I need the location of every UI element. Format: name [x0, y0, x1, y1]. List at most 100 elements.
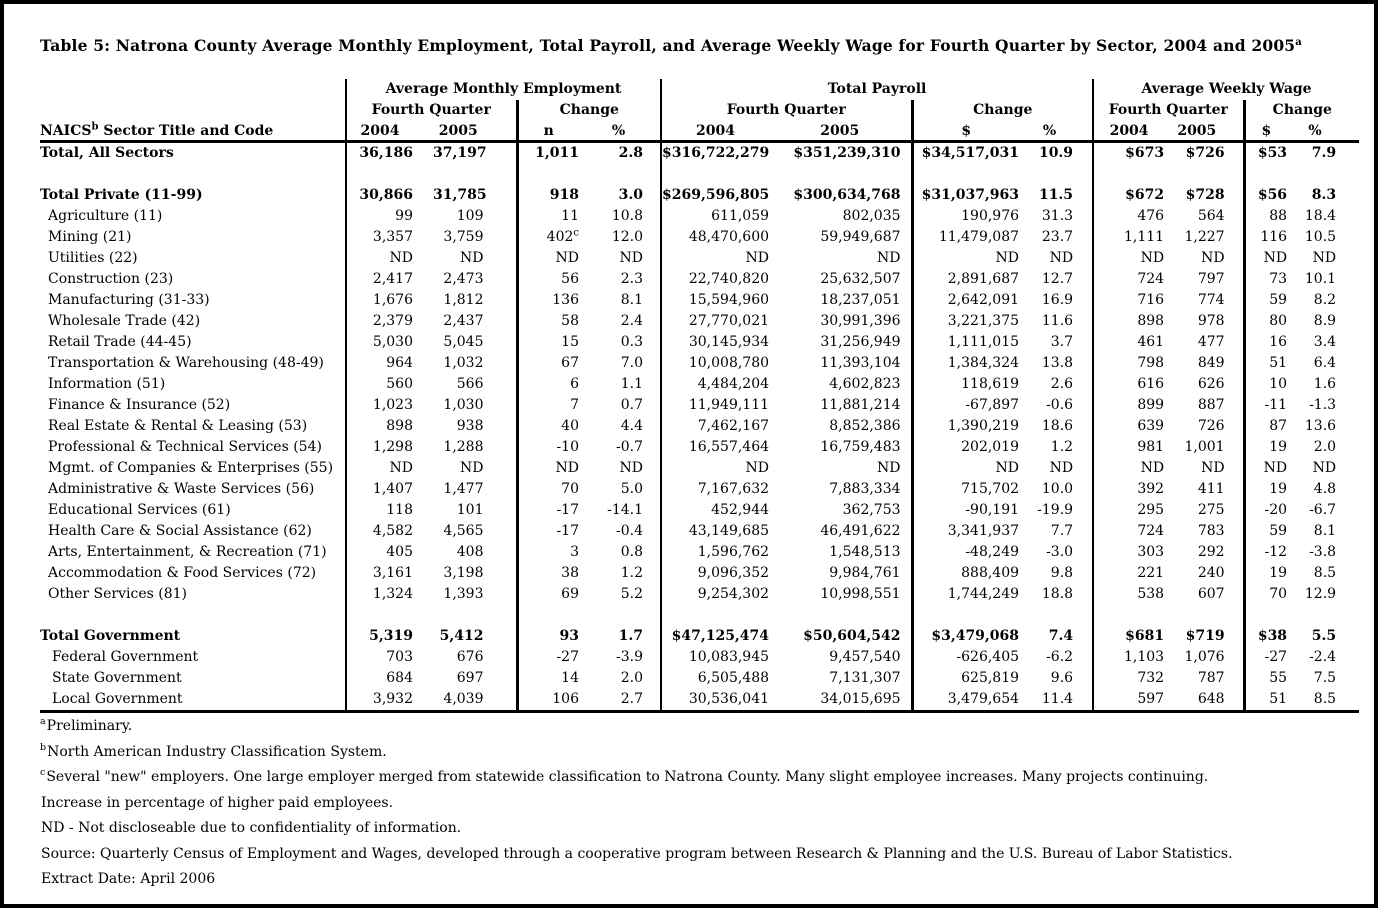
- cell: 1,548,513: [829, 544, 901, 560]
- row-label: Mgmt. of Companies & Enterprises (55): [48, 460, 334, 476]
- cell: 59: [1242, 290, 1295, 311]
- column-header: %: [1026, 121, 1094, 143]
- cell: ND: [515, 458, 594, 479]
- cell: 10.9: [1038, 145, 1074, 161]
- cell: ND: [1242, 458, 1295, 479]
- cell: 10.5: [1304, 229, 1337, 245]
- cell: [910, 164, 1027, 185]
- cell: -3.8: [1309, 544, 1337, 560]
- cell: 362,753: [842, 502, 901, 518]
- column-header: 2005: [1169, 121, 1245, 143]
- cell: 118: [345, 500, 433, 521]
- cell: 566: [456, 376, 484, 392]
- cell: 46,491,622: [820, 523, 901, 539]
- cell: $316,722,279: [660, 141, 780, 164]
- cell: 12.0: [611, 229, 644, 245]
- footnote-superscript: b: [40, 741, 47, 753]
- table-row: Educational Services (61) 118 101 -17 -1…: [40, 500, 1359, 521]
- cell: 8.1: [1313, 523, 1337, 539]
- footnotes: aPreliminary. bNorth American Industry C…: [40, 714, 1233, 893]
- cell: [433, 164, 517, 185]
- cell: -0.6: [1046, 397, 1074, 413]
- row-label: Arts, Entertainment, & Recreation (71): [48, 544, 327, 560]
- cell: 802,035: [842, 208, 901, 224]
- row-label: Information (51): [48, 376, 166, 392]
- cell: ND: [877, 250, 901, 266]
- cell: ND: [619, 250, 644, 266]
- cell: 59: [1242, 521, 1295, 542]
- cell: [1242, 164, 1295, 185]
- cell: [1092, 605, 1170, 626]
- cell: 51: [1242, 353, 1295, 374]
- cell: 8.5: [1313, 565, 1337, 581]
- cell: 732: [1092, 668, 1170, 689]
- cell: 978: [1197, 313, 1225, 329]
- cell: -12: [1242, 542, 1295, 563]
- cell: 18.8: [1041, 586, 1074, 602]
- cell: 898: [345, 416, 433, 437]
- cell: 118,619: [910, 374, 1027, 395]
- footnote: cSeveral "new" employers. One large empl…: [40, 767, 1209, 785]
- cell: -27: [1242, 647, 1295, 668]
- cell: 1,103: [1092, 647, 1170, 668]
- cell: ND: [460, 250, 484, 266]
- table-row: Health Care & Social Assistance (62) 4,5…: [40, 521, 1359, 542]
- cell: 2,379: [345, 311, 433, 332]
- subgroup-wage-fourth-quarter: Fourth Quarter: [1092, 100, 1245, 121]
- cell: 10.0: [1041, 481, 1074, 497]
- page-title-text: Table 5: Natrona County Average Monthly …: [40, 36, 1296, 55]
- cell: 303: [1092, 542, 1170, 563]
- cell: 560: [345, 374, 433, 395]
- cell: -3.9: [616, 649, 644, 665]
- cell: 1.6: [1313, 376, 1337, 392]
- footnote: Source: Quarterly Census of Employment a…: [41, 845, 1233, 862]
- row-label: Professional & Technical Services (54): [48, 439, 322, 455]
- cell: 59,949,687: [820, 229, 901, 245]
- cell: $31,037,963: [910, 185, 1027, 206]
- cell: 10: [1242, 374, 1295, 395]
- cell: 477: [1197, 334, 1225, 350]
- footnote: Extract Date: April 2006: [41, 871, 216, 887]
- cell: 136: [515, 290, 594, 311]
- cell: 697: [456, 670, 484, 686]
- column-header: %: [594, 121, 662, 143]
- cell: 99: [345, 206, 433, 227]
- cell: 798: [1092, 353, 1170, 374]
- cell: 31,256,949: [820, 334, 901, 350]
- column-header: 2004: [1092, 121, 1170, 143]
- table-row: Agriculture (11) 99 109 11 10.8 611,059 …: [40, 206, 1359, 227]
- cell: $673: [1092, 141, 1170, 164]
- cell: 3,479,654: [910, 689, 1027, 713]
- row-label: Wholesale Trade (42): [48, 313, 201, 329]
- cell: 93: [515, 626, 594, 647]
- cell: [1294, 605, 1359, 626]
- cell: 1,477: [443, 481, 484, 497]
- row-label: Other Services (81): [48, 586, 188, 602]
- cell: [910, 605, 1027, 626]
- cell: 1,298: [345, 437, 433, 458]
- cell: 11,881,214: [820, 397, 901, 413]
- column-header-row: NAICSb Sector Title and Code 2004 2005 n…: [40, 121, 1360, 143]
- cell: 726: [1197, 418, 1225, 434]
- column-header: $: [1242, 121, 1295, 143]
- table-row: Finance & Insurance (52) 1,023 1,030 7 0…: [40, 395, 1359, 416]
- cell: 16,557,464: [660, 437, 780, 458]
- cell: 981: [1092, 437, 1170, 458]
- cell: 37,197: [433, 145, 487, 161]
- subgroup-header-row: Fourth Quarter Change Fourth Quarter Cha…: [40, 100, 1360, 121]
- table-row: State Government 684 697 14 2.0 6,505,48…: [40, 668, 1359, 689]
- cell: 34,015,695: [779, 689, 913, 713]
- cell: 10,008,780: [660, 353, 780, 374]
- cell: 7.4: [1048, 628, 1074, 644]
- cell: 116: [1242, 227, 1295, 248]
- cell: -19.9: [1037, 502, 1074, 518]
- cell: 607: [1197, 586, 1225, 602]
- cell: 625,819: [910, 668, 1027, 689]
- cell: [660, 605, 780, 626]
- cell: 7,883,334: [829, 481, 901, 497]
- table-row: Wholesale Trade (42) 2,379 2,437 58 2.4 …: [40, 311, 1359, 332]
- cell: 2,417: [345, 269, 433, 290]
- row-label: Total Government: [40, 628, 181, 644]
- cell: ND: [1049, 250, 1074, 266]
- cell: 3,759: [443, 229, 484, 245]
